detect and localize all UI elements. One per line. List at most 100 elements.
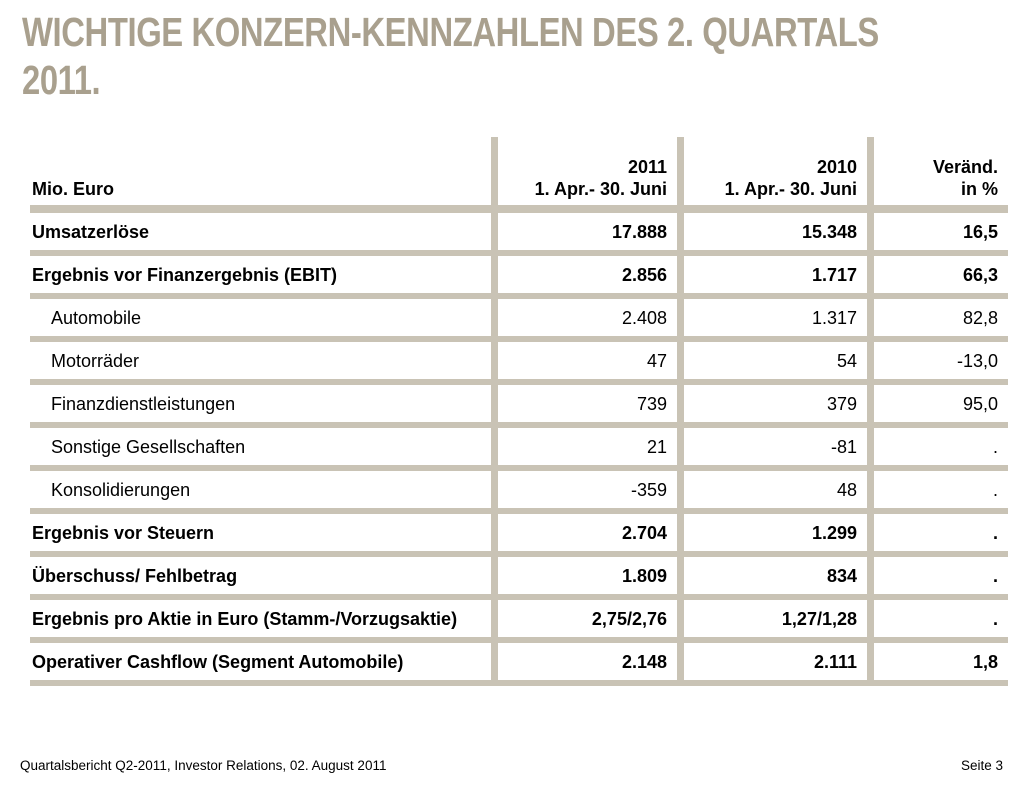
row-separator [30,508,1008,514]
page-title-line2: 2011. [22,57,101,103]
row-separator [30,250,1008,256]
row-separator [30,680,1008,686]
column-divider [491,299,498,336]
row-value-2010: -81 [830,436,857,457]
row-value-2011: 2.148 [621,651,667,672]
table-row: Sonstige Gesellschaften 21 -81 . [30,428,1008,465]
column-divider [867,213,874,250]
header-2011: 2011 1. Apr.- 30. Juni [498,137,677,205]
column-divider [867,643,874,680]
row-value-2010: 1,27/1,28 [781,608,857,629]
row-value-2010: 1.717 [811,264,857,285]
page-title-line1: WICHTIGE KONZERN-KENNZAHLEN DES 2. QUART… [22,9,879,55]
row-value-2011: 1.809 [621,565,667,586]
column-divider [491,471,498,508]
page-title: WICHTIGE KONZERN-KENNZAHLEN DES 2. QUART… [22,8,879,104]
footer-document-info: Quartalsbericht Q2-2011, Investor Relati… [20,758,387,773]
row-label: Ergebnis vor Steuern [32,522,215,543]
page-footer: Quartalsbericht Q2-2011, Investor Relati… [20,758,1003,773]
header-mio-euro-label: Mio. Euro [32,179,114,199]
row-separator [30,293,1008,299]
row-value-2010: 834 [826,565,857,586]
row-value-2011: 2,75/2,76 [591,608,667,629]
header-2010-year: 2010 [816,157,857,177]
row-value-2011: 739 [636,393,667,414]
column-divider [491,213,498,250]
table-row: Finanzdienstleistungen 739 379 95,0 [30,385,1008,422]
row-value-2011: 47 [646,350,667,371]
column-divider [491,137,498,205]
column-divider [677,557,684,594]
column-divider [867,557,874,594]
column-divider [491,385,498,422]
column-divider [867,299,874,336]
column-divider [491,428,498,465]
header-separator [30,205,1008,213]
table-row: Konsolidierungen -359 48 . [30,471,1008,508]
column-divider [867,137,874,205]
row-value-2011: 21 [646,436,667,457]
row-label: Ergebnis vor Finanzergebnis (EBIT) [32,264,338,285]
row-value-change: 66,3 [962,264,998,285]
table-row: Automobile 2.408 1.317 82,8 [30,299,1008,336]
header-change: Veränd. in % [874,137,1008,205]
row-value-2010: 15.348 [801,221,857,242]
row-separator [30,379,1008,385]
row-value-2010: 48 [836,479,857,500]
table-row: Überschuss/ Fehlbetrag 1.809 834 . [30,557,1008,594]
column-divider [677,471,684,508]
row-value-2010: 2.111 [813,651,857,672]
table-row: Ergebnis vor Steuern 2.704 1.299 . [30,514,1008,551]
row-separator [30,422,1008,428]
row-separator [30,637,1008,643]
table-row: Ergebnis pro Aktie in Euro (Stamm-/Vorzu… [30,600,1008,637]
column-divider [491,600,498,637]
row-value-2011: 2.856 [621,264,667,285]
row-value-2010: 1.299 [811,522,857,543]
row-separator [30,336,1008,342]
row-label: Sonstige Gesellschaften [51,436,246,457]
row-value-2010: 1.317 [811,307,857,328]
row-separator [30,465,1008,471]
column-divider [677,299,684,336]
row-value-change: . [992,608,998,629]
row-label: Umsatzerlöse [32,221,150,242]
row-label: Überschuss/ Fehlbetrag [32,565,238,586]
footer-page-number: Seite 3 [960,758,1003,773]
row-label: Ergebnis pro Aktie in Euro (Stamm-/Vorzu… [32,608,458,629]
row-value-change: . [992,436,998,457]
column-divider [867,385,874,422]
column-divider [867,428,874,465]
column-divider [677,514,684,551]
column-divider [677,213,684,250]
row-value-change: 1,8 [972,651,998,672]
column-divider [491,514,498,551]
column-divider [677,342,684,379]
row-separator [30,594,1008,600]
row-value-2010: 379 [826,393,857,414]
row-value-change: 82,8 [962,307,998,328]
row-value-change: . [992,565,998,586]
row-label: Automobile [51,307,142,328]
row-value-change: 16,5 [962,221,998,242]
row-value-change: . [992,479,998,500]
table-header-row: Mio. Euro 2011 1. Apr.- 30. Juni 2010 1.… [30,137,1008,205]
column-divider [677,428,684,465]
header-2011-period: 1. Apr.- 30. Juni [534,179,667,199]
column-divider [677,256,684,293]
header-mio-euro: Mio. Euro [30,137,491,205]
column-divider [491,643,498,680]
row-separator [30,551,1008,557]
row-value-change: 95,0 [962,393,998,414]
table-row: Motorräder 47 54 -13,0 [30,342,1008,379]
row-label: Konsolidierungen [51,479,191,500]
row-value-2011: 2.704 [621,522,667,543]
column-divider [867,342,874,379]
column-divider [867,600,874,637]
column-divider [867,514,874,551]
table-body: Umsatzerlöse 17.888 15.348 16,5 Ergebnis… [30,213,1008,686]
column-divider [491,256,498,293]
header-2010: 2010 1. Apr.- 30. Juni [684,137,867,205]
table-row: Ergebnis vor Finanzergebnis (EBIT) 2.856… [30,256,1008,293]
